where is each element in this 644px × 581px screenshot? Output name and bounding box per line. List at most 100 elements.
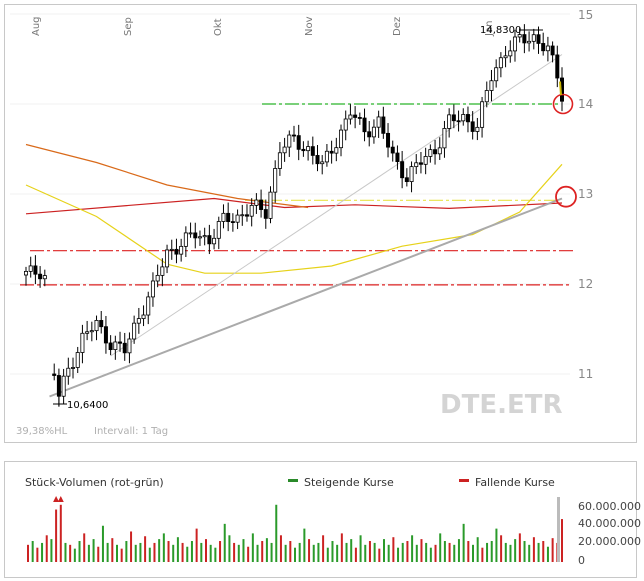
candle xyxy=(155,264,160,288)
candle-body xyxy=(296,135,301,150)
candle-body xyxy=(545,45,550,52)
candle xyxy=(339,124,344,157)
candle-body xyxy=(428,149,433,157)
candle xyxy=(329,140,334,164)
candle-body xyxy=(33,265,38,275)
candle xyxy=(188,222,193,238)
candle xyxy=(451,104,456,129)
candle xyxy=(268,186,273,224)
candle-body xyxy=(484,90,489,103)
y-tick-label-13: 13 xyxy=(578,187,593,201)
candle-body xyxy=(395,152,400,163)
candle-body xyxy=(165,249,170,268)
candle xyxy=(428,144,433,163)
candle xyxy=(343,110,348,141)
candle xyxy=(108,335,113,356)
candle-body xyxy=(38,273,43,280)
candle xyxy=(423,147,428,175)
candle-body xyxy=(28,265,33,272)
candle-body xyxy=(414,162,419,168)
candle xyxy=(498,52,503,78)
candle-body xyxy=(61,375,66,397)
candle-body xyxy=(390,146,395,154)
candle xyxy=(555,45,560,88)
candle xyxy=(235,209,240,230)
horizontal-levels xyxy=(20,103,575,286)
candle xyxy=(291,125,296,142)
candle-body xyxy=(489,80,494,91)
candle-body xyxy=(447,114,452,129)
candle-body xyxy=(371,126,376,138)
candle xyxy=(61,368,66,405)
candle xyxy=(277,142,282,176)
candle-body xyxy=(381,116,386,134)
candle-body xyxy=(498,57,503,69)
candle-body xyxy=(353,114,358,118)
candle xyxy=(287,130,292,157)
candle xyxy=(273,160,278,203)
month-label-sep: Sep xyxy=(123,17,134,36)
candle-body xyxy=(320,161,325,165)
candle-body xyxy=(268,191,273,219)
volatility-label: 39,38%HL xyxy=(16,426,68,437)
y-tick-label-12: 12 xyxy=(578,277,593,291)
candle-body xyxy=(362,117,367,133)
candle xyxy=(489,69,494,102)
candle xyxy=(42,269,47,287)
moving-average-red xyxy=(25,197,563,215)
candle xyxy=(301,141,306,157)
candle xyxy=(99,310,104,334)
candle-body xyxy=(277,152,282,169)
candle-body xyxy=(89,330,94,333)
candle xyxy=(367,121,372,147)
candle xyxy=(38,266,43,288)
candle-body xyxy=(301,148,306,152)
candle-body xyxy=(522,34,527,44)
candle xyxy=(226,202,231,232)
candle-body xyxy=(155,274,160,282)
candle xyxy=(202,227,207,246)
candle-body xyxy=(512,36,517,52)
candle-body xyxy=(263,209,268,219)
candle-body xyxy=(188,232,193,235)
candle xyxy=(545,36,550,62)
candle-body xyxy=(339,129,344,149)
candle xyxy=(310,136,315,165)
candle-body xyxy=(230,221,235,223)
candle xyxy=(456,110,461,132)
markers xyxy=(552,81,577,208)
candle xyxy=(503,46,508,68)
candle xyxy=(390,140,395,162)
candle xyxy=(197,230,202,246)
candle-body xyxy=(197,236,202,239)
candle xyxy=(550,41,555,63)
candle xyxy=(465,106,470,133)
candle-body xyxy=(103,326,108,344)
candle xyxy=(179,238,184,262)
candle xyxy=(475,117,480,141)
candle-body xyxy=(136,318,141,324)
candle-body xyxy=(348,114,353,120)
candle-body xyxy=(141,314,146,320)
candle xyxy=(395,145,400,170)
candle-body xyxy=(85,331,90,334)
candle-body xyxy=(315,155,320,165)
candle xyxy=(531,28,536,50)
candle-body xyxy=(254,199,259,206)
candle-body xyxy=(433,149,438,155)
candle xyxy=(94,315,99,341)
candle xyxy=(381,106,386,139)
candle xyxy=(132,315,137,344)
candle xyxy=(282,137,287,162)
candle xyxy=(80,324,85,364)
candle xyxy=(376,110,381,138)
symbol-watermark: DTE.ETR xyxy=(440,390,562,420)
candle-body xyxy=(273,168,278,193)
candle-body xyxy=(113,341,118,351)
candle xyxy=(141,305,146,327)
candle xyxy=(150,272,155,307)
candle xyxy=(23,266,28,286)
candle xyxy=(221,204,226,229)
candle xyxy=(400,150,405,189)
candle-body xyxy=(334,147,339,154)
